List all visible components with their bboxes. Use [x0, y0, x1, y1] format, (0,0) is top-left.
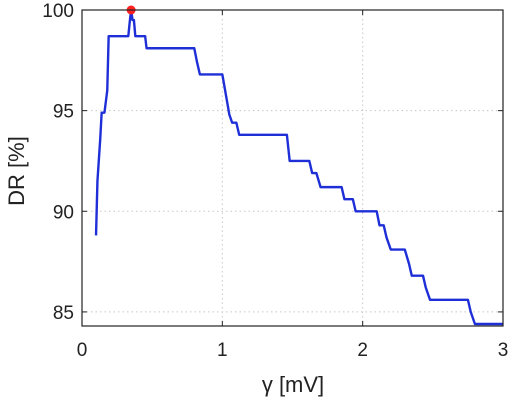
grid — [81, 9, 504, 326]
series-line — [94, 8, 503, 326]
y-tick-label: 95 — [53, 102, 74, 123]
y-tick-label: 100 — [42, 1, 74, 22]
series-layer — [94, 5, 503, 326]
plot-frame — [81, 9, 504, 327]
x-axis-label: γ [mV] — [262, 372, 324, 397]
axes — [81, 9, 504, 327]
x-tick-label: 1 — [217, 340, 228, 361]
x-tick-label: 2 — [357, 340, 368, 361]
y-tick-label: 90 — [53, 202, 74, 223]
x-tick-label: 3 — [498, 340, 509, 361]
y-tick-label: 85 — [53, 303, 74, 324]
y-axis-label: DR [%] — [4, 136, 29, 206]
x-tick-label: 0 — [77, 340, 88, 361]
tick-labels: 0 1 2 3 85 90 95 100 — [42, 1, 508, 361]
